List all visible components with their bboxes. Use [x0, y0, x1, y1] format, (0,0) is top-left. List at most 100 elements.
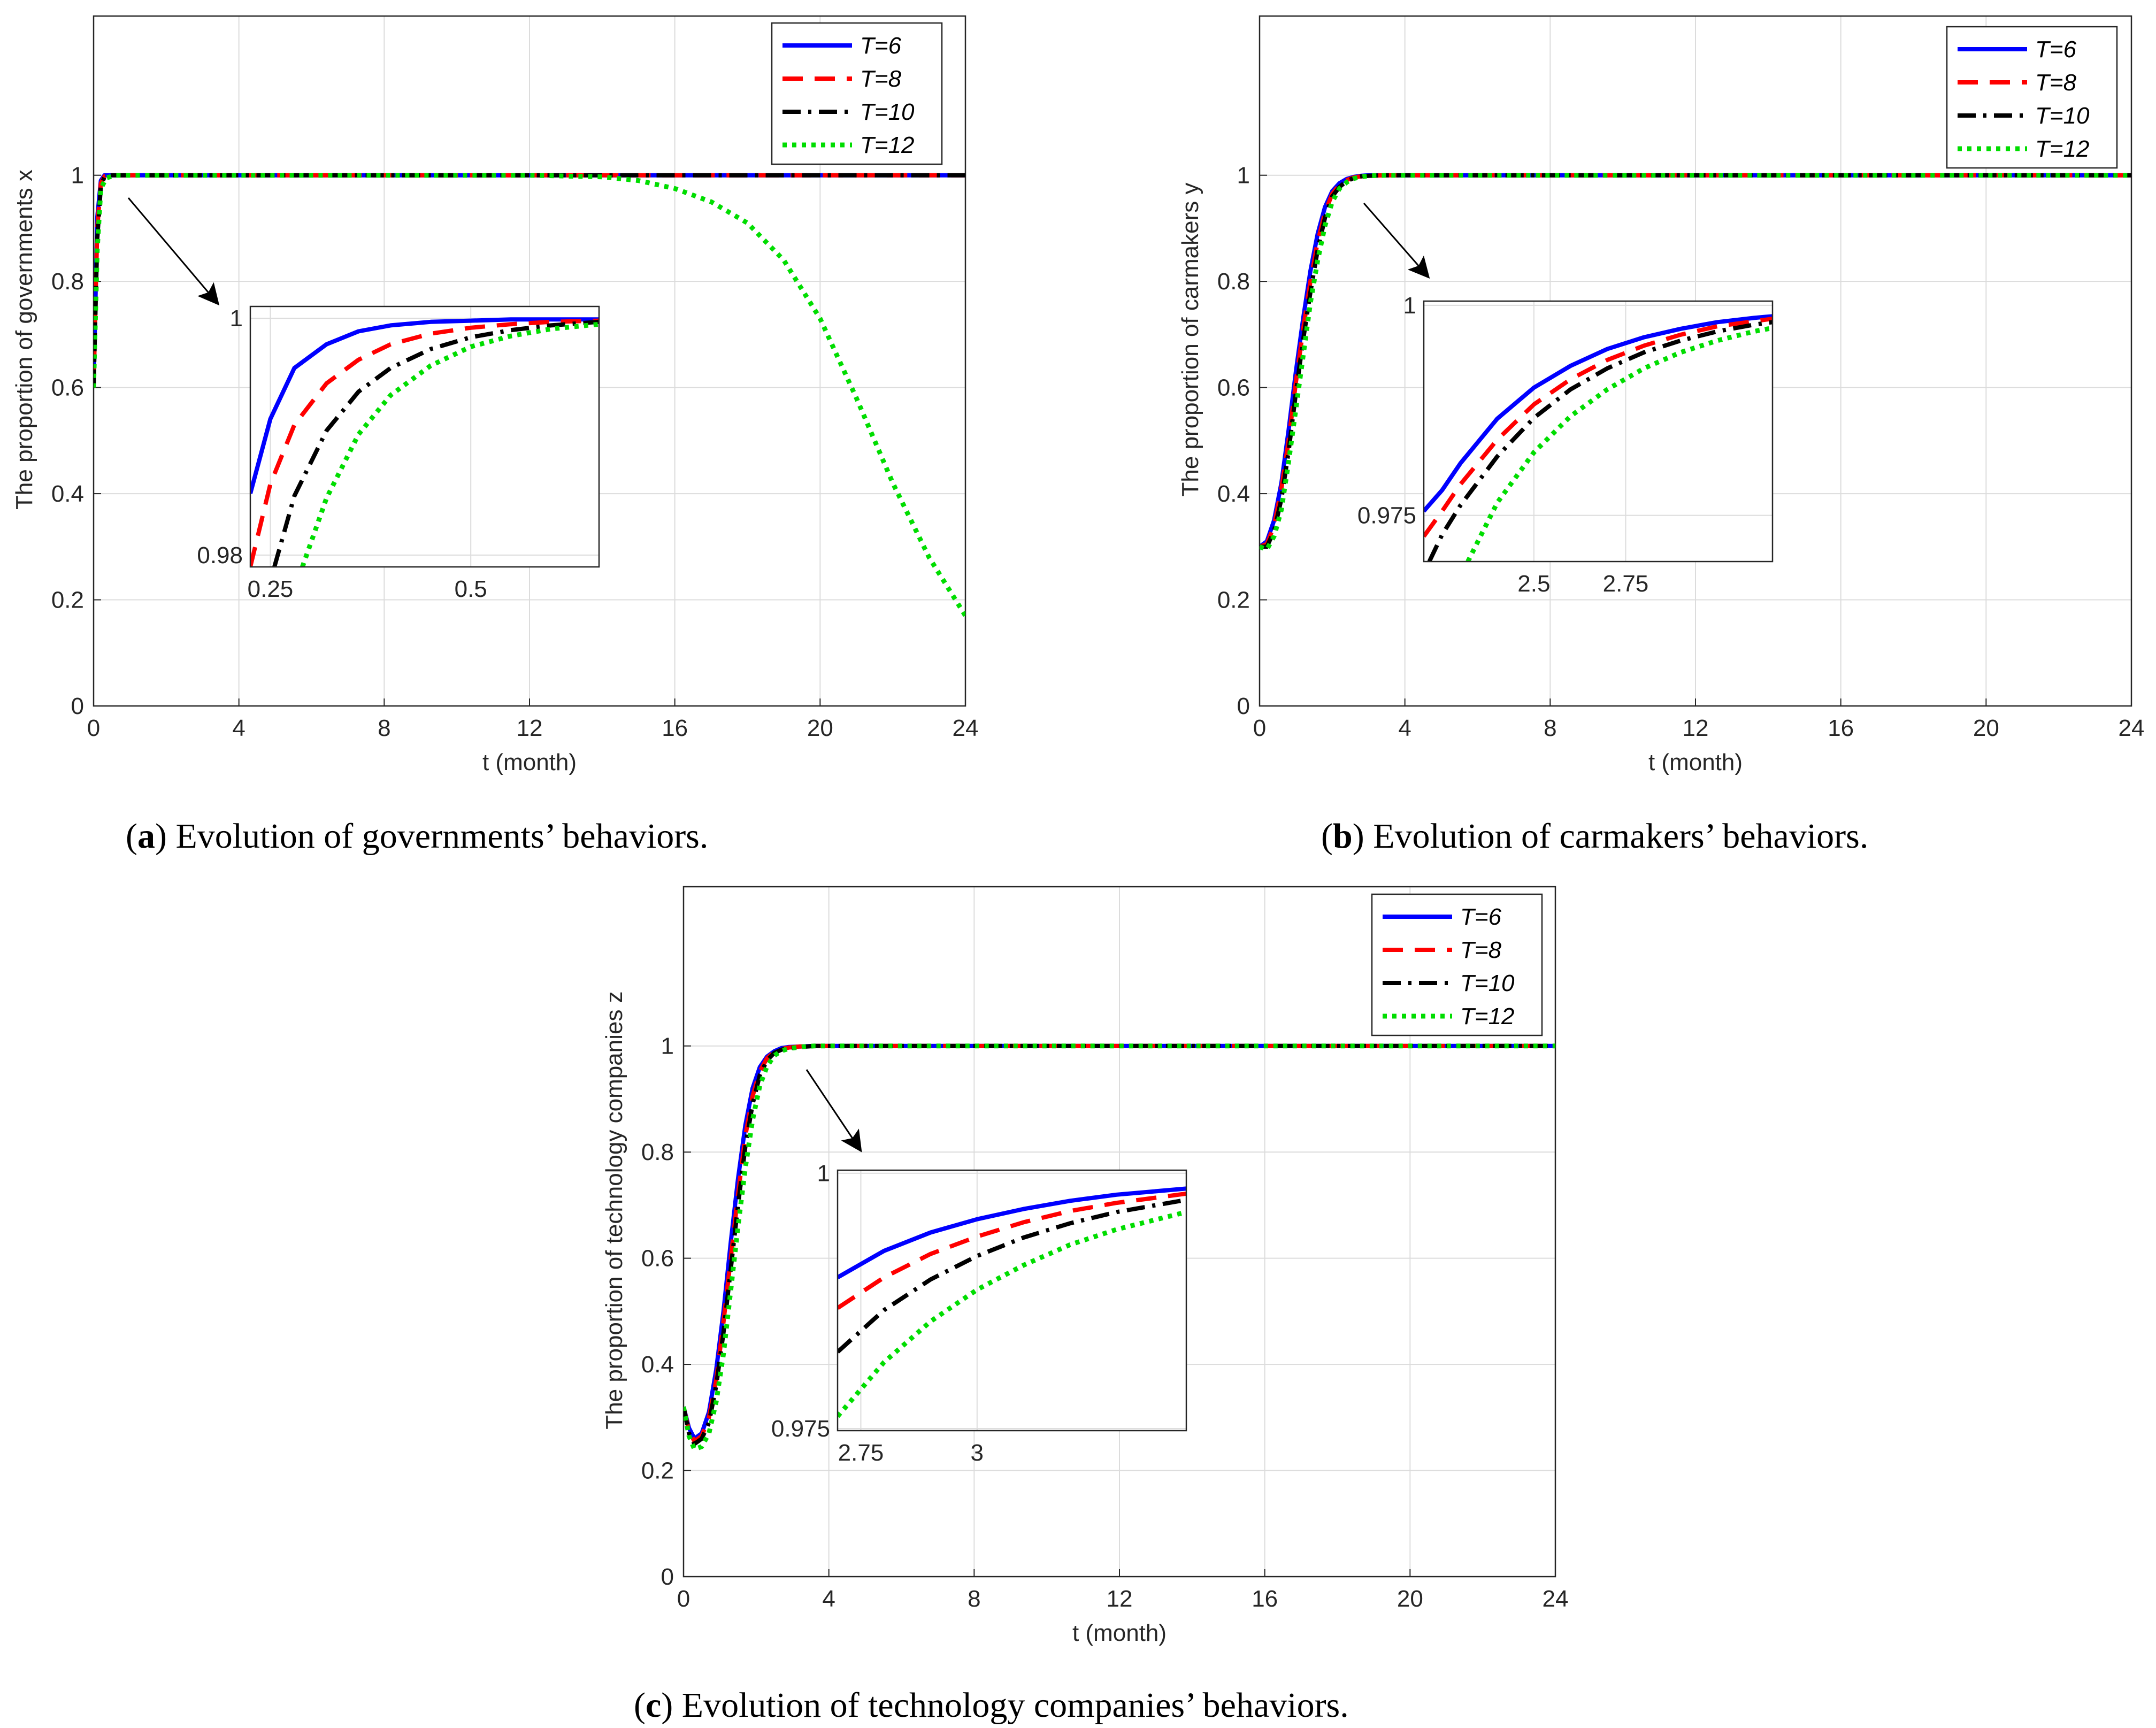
y-tick-label: 1: [661, 1033, 674, 1059]
y-tick-label: 0.6: [641, 1246, 674, 1272]
plot-frame: [1259, 15, 2132, 707]
caption-a-label: a: [137, 817, 155, 856]
x-tick-label: 12: [517, 715, 543, 741]
inset-series-T6: [250, 317, 599, 494]
inset-y-tick-label: 1: [1403, 293, 1416, 319]
y-tick-label: 0.4: [1217, 481, 1250, 507]
y-tick-label: 0.8: [641, 1139, 674, 1165]
panel-b-chart: 0 4 8 12 16 20 24 0 0.2 0.4 0.6 0.8 1 t (month) The pr…: [1177, 15, 2145, 775]
inset-y-tick-label: 0.975: [1357, 503, 1416, 529]
x-tick-label: 24: [953, 715, 979, 741]
inset-x-tick-label: 3: [971, 1440, 984, 1466]
inset-frame: [1423, 300, 1774, 563]
caption-b: (b) Evolution of carmakers’ behaviors.: [1321, 817, 1868, 856]
y-tick-label: 0.2: [51, 587, 84, 613]
y-tick-label: 0: [661, 1564, 674, 1590]
inset-series-T8: [1424, 317, 1773, 538]
inset-series-T8: [838, 1191, 1186, 1310]
inset-x-tick-label: 2.5: [1517, 571, 1550, 597]
inset-x-tick-label: 0.5: [455, 576, 487, 602]
inset-x-tick-label: 0.25: [248, 576, 294, 602]
inset-series-T6: [1424, 314, 1773, 513]
x-tick-label: 16: [1828, 715, 1854, 741]
y-tick-label: 0.8: [51, 268, 84, 295]
x-tick-label: 0: [87, 715, 100, 741]
inset-y-tick-label: 0.98: [197, 542, 243, 569]
x-tick-label: 12: [1107, 1586, 1133, 1612]
y-tick-label: 0.4: [51, 481, 84, 507]
y-tick-label: 0: [1237, 693, 1250, 719]
caption-b-text: Evolution of carmakers’ behaviors.: [1373, 817, 1868, 856]
panel-a-chart: 0 4 8 12 16 20 24 0 0.2 0.4 0.6 0.8 1 t (month) The pr…: [11, 15, 979, 775]
inset-series-T10: [272, 319, 599, 567]
caption-c: (c) Evolution of technology companies’ b…: [634, 1686, 1349, 1725]
legend-label-T10: T=10: [2035, 103, 2090, 129]
inset-frame: [837, 1169, 1187, 1432]
inset-y-tick-label: 0.975: [771, 1416, 830, 1442]
x-axis-label: t (month): [1648, 749, 1743, 775]
caption-c-label: c: [646, 1686, 661, 1725]
y-tick-label: 0.2: [641, 1458, 674, 1484]
y-tick-label: 0.8: [1217, 268, 1250, 295]
inset-y-tick-label: 1: [230, 305, 243, 332]
y-tick-label: 0.4: [641, 1351, 674, 1378]
x-tick-label: 12: [1683, 715, 1709, 741]
y-axis-label: The proportion of carmakers y: [1177, 183, 1203, 497]
y-tick-label: 0.6: [51, 375, 84, 401]
x-tick-label: 24: [1543, 1586, 1569, 1612]
caption-b-label: b: [1333, 817, 1353, 856]
x-tick-label: 4: [822, 1586, 835, 1612]
inset-series-T10: [1427, 320, 1773, 562]
y-tick-label: 1: [71, 163, 84, 189]
y-tick-label: 0.6: [1217, 375, 1250, 401]
y-axis-label: The proportion of technology companies z: [601, 991, 627, 1429]
x-tick-label: 0: [1253, 715, 1266, 741]
inset-area: [250, 306, 599, 567]
x-tick-label: 4: [232, 715, 245, 741]
x-tick-label: 24: [2119, 715, 2145, 741]
caption-a: (a) Evolution of governments’ behaviors.: [126, 817, 708, 856]
zoom-arrow: [127, 197, 220, 306]
inset-x-tick-label: 2.75: [1603, 571, 1649, 597]
zoom-arrow: [805, 1069, 862, 1153]
y-tick-label: 0: [71, 693, 84, 719]
legend-label-T8: T=8: [860, 66, 902, 92]
plot-frame: [682, 886, 1556, 1578]
x-tick-label: 16: [662, 715, 688, 741]
y-tick-label: 0.2: [1217, 587, 1250, 613]
legend-label-T12: T=12: [2035, 136, 2090, 162]
legend-label-T6: T=6: [1460, 904, 1502, 930]
x-axis-label: t (month): [482, 749, 577, 775]
inset-series-T12: [1466, 325, 1773, 562]
x-tick-label: 20: [807, 715, 833, 741]
legend-label-T10: T=10: [1460, 970, 1515, 996]
inset-series-T8: [250, 318, 599, 567]
main-series-T12: [94, 173, 965, 617]
legend-label-T10: T=10: [860, 99, 915, 125]
caption-c-text: Evolution of technology companies’ behav…: [682, 1686, 1349, 1725]
legend-label-T12: T=12: [860, 132, 915, 158]
x-tick-label: 20: [1397, 1586, 1423, 1612]
x-tick-label: 8: [378, 715, 390, 741]
legend-label-T8: T=8: [2035, 70, 2077, 96]
x-tick-label: 8: [1544, 715, 1556, 741]
x-tick-label: 4: [1398, 715, 1411, 741]
zoom-arrow: [1363, 203, 1430, 279]
legend-label-T6: T=6: [2035, 36, 2077, 63]
x-tick-label: 8: [968, 1586, 980, 1612]
legend-label-T6: T=6: [860, 33, 902, 59]
inset-frame: [249, 305, 600, 568]
x-tick-label: 0: [677, 1586, 690, 1612]
caption-a-text: Evolution of governments’ behaviors.: [175, 817, 708, 856]
inset-series-T12: [838, 1209, 1186, 1418]
x-axis-label: t (month): [1072, 1620, 1167, 1646]
inset-series-T10: [838, 1197, 1186, 1354]
inset-x-tick-label: 2.75: [838, 1440, 884, 1466]
x-tick-label: 16: [1252, 1586, 1278, 1612]
main-series-T10: [684, 1043, 1555, 1446]
panel-c-chart: 0 4 8 12 16 20 24 0 0.2 0.4 0.6 0.8 1 t (month) The pr…: [601, 886, 1569, 1646]
legend-label-T12: T=12: [1460, 1003, 1515, 1030]
main-series-T12: [1260, 173, 2131, 552]
inset-series-T6: [838, 1186, 1186, 1279]
